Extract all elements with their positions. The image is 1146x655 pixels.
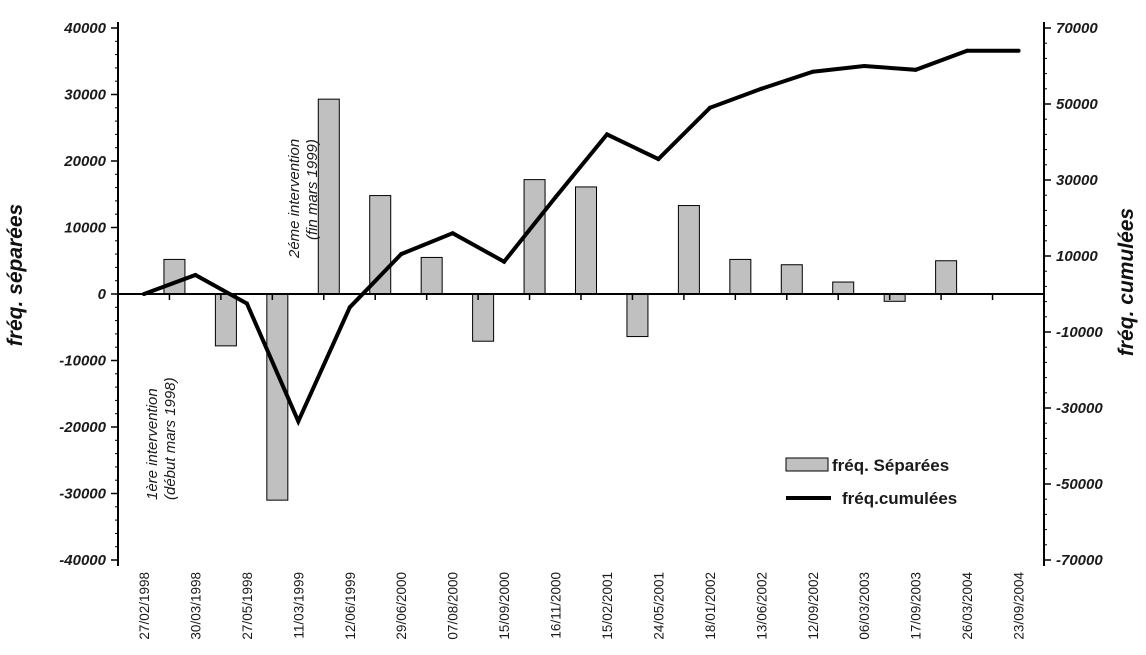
category-label: 23/09/2004 — [1012, 572, 1027, 640]
right-tick-label: 50000 — [1056, 96, 1098, 113]
left-tick-label: 20000 — [63, 153, 106, 170]
left-tick-label: -40000 — [59, 552, 106, 569]
annotation-second-line-2: (fin mars 1999) — [304, 139, 321, 240]
bar-12/06/1999 — [317, 98, 340, 295]
annotation-first-line-2: (début mars 1998) — [162, 377, 179, 500]
line-point-24/05/2001 — [656, 157, 661, 162]
legend: fréq. Séparées fréq.cumulées — [785, 456, 957, 508]
line-point-26/03/2004 — [965, 48, 970, 53]
left-tick-label: 0 — [98, 286, 107, 303]
category-label: 27/02/1998 — [137, 572, 152, 640]
line-point-29/06/2000 — [399, 252, 404, 257]
category-label: 18/01/2002 — [703, 572, 718, 640]
left-axis-title: fréq. séparées — [4, 204, 27, 346]
category-label: 06/03/2003 — [857, 572, 872, 640]
category-label: 07/08/2000 — [446, 572, 461, 640]
right-tick-label: -50000 — [1056, 476, 1103, 493]
line-point-12/09/2002 — [810, 69, 815, 74]
right-tick-label: 10000 — [1056, 248, 1098, 265]
category-label: 15/02/2001 — [600, 572, 615, 640]
category-label: 27/05/1998 — [240, 572, 255, 640]
annotation-second-intervention: 2éme intervention (fin mars 1999) — [286, 139, 321, 259]
annotation-second-line-1: 2éme intervention — [286, 139, 303, 259]
category-label: 12/06/1999 — [343, 572, 358, 640]
bar-16/11/2000 — [523, 179, 546, 295]
left-tick-label: 10000 — [64, 220, 106, 237]
annotation-first-intervention: 1ère intervention (début mars 1998) — [144, 377, 179, 500]
right-tick-label: -30000 — [1056, 400, 1103, 417]
line-point-13/06/2002 — [759, 86, 764, 91]
category-label: 17/09/2003 — [909, 572, 924, 640]
left-tick-label: -20000 — [59, 419, 106, 436]
bar-07/08/2000 — [420, 256, 443, 295]
line-point-30/03/1998 — [193, 273, 198, 277]
right-tick-label: 30000 — [1056, 172, 1098, 189]
bar-12/09/2002 — [780, 264, 803, 295]
category-label: 26/03/2004 — [960, 572, 975, 640]
bar-06/03/2003 — [832, 281, 855, 295]
line-point-15/09/2000 — [502, 259, 507, 264]
bar-13/06/2002 — [729, 258, 752, 295]
bar-18/01/2002 — [677, 205, 700, 295]
left-axis-ticks: 40000 30000 20000 10000 0 -10000 -20000 -30000 -… — [59, 20, 118, 569]
bar-27/05/1998 — [214, 293, 237, 347]
bar-24/05/2001 — [626, 293, 649, 338]
annotation-first-line-1: 1ère intervention — [144, 388, 161, 500]
line-cumulative — [143, 48, 1019, 427]
legend-bar-swatch — [785, 457, 829, 472]
line-point-06/03/2003 — [862, 64, 867, 68]
right-axis-title: fréq. cumulées — [1115, 208, 1138, 356]
line-point-12/06/1999 — [347, 305, 352, 310]
line-point-15/02/2001 — [605, 132, 609, 137]
category-label: 12/09/2002 — [806, 572, 821, 640]
category-labels: 27/02/1998 30/03/1998 27/05/1998 11/03/1999… — [137, 572, 1027, 640]
right-tick-label: -10000 — [1056, 324, 1103, 341]
bar-29/06/2000 — [369, 195, 392, 295]
category-label: 11/03/1999 — [291, 572, 306, 639]
left-tick-label: 40000 — [63, 20, 106, 37]
line-point-23/09/2004 — [1016, 48, 1021, 53]
bar-15/09/2000 — [472, 293, 495, 342]
category-label: 16/11/2000 — [549, 572, 564, 639]
legend-line-label: fréq.cumulées — [842, 489, 957, 508]
line-point-16/11/2000 — [553, 195, 558, 200]
bar-30/03/1998 — [163, 258, 186, 295]
bar-11/03/1999 — [266, 293, 289, 501]
category-label: 24/05/2001 — [651, 572, 666, 640]
right-axis-ticks: 70000 50000 30000 10000 -10000 -30000 -50000 -7… — [1044, 20, 1103, 569]
bar-15/02/2001 — [575, 186, 597, 295]
line-point-18/01/2002 — [707, 105, 712, 110]
category-label: 13/06/2002 — [754, 572, 769, 640]
bar-17/09/2003 — [883, 293, 906, 302]
left-tick-label: 30000 — [64, 87, 106, 104]
line-point-17/09/2003 — [913, 67, 918, 72]
axes — [117, 22, 1045, 566]
category-label: 30/03/1998 — [188, 572, 203, 640]
category-label: 29/06/2000 — [394, 572, 409, 640]
bar-26/03/2004 — [935, 260, 958, 295]
line-series — [142, 48, 1021, 427]
right-tick-label: -70000 — [1056, 552, 1103, 569]
category-label: 15/09/2000 — [497, 572, 512, 640]
line-point-07/08/2000 — [450, 231, 455, 236]
line-point-27/05/1998 — [244, 301, 249, 306]
line-point-27/02/1998 — [142, 292, 146, 296]
left-tick-label: -30000 — [59, 486, 106, 503]
left-tick-label: -10000 — [59, 353, 106, 370]
legend-bar-label: fréq. Séparées — [832, 456, 949, 475]
right-tick-label: 70000 — [1056, 20, 1098, 37]
line-point-11/03/1999 — [296, 419, 301, 424]
